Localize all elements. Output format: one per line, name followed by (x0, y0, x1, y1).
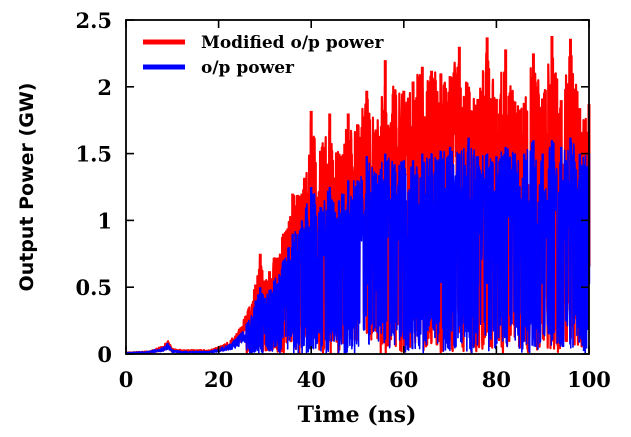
y-tick-label: 1.5 (75, 142, 112, 167)
x-tick-label: 40 (297, 367, 326, 392)
x-tick-label: 100 (567, 367, 611, 392)
legend-label-modified: Modified o/p power (201, 33, 385, 53)
x-tick-label: 0 (119, 367, 134, 392)
y-tick-label: 2 (97, 75, 112, 100)
legend-label-op-power: o/p power (201, 58, 295, 78)
y-tick-label: 2.5 (75, 8, 112, 33)
y-tick-label: 0.5 (75, 275, 112, 300)
y-tick-label: 1 (97, 208, 112, 233)
x-tick-label: 60 (389, 367, 418, 392)
x-tick-label: 80 (482, 367, 511, 392)
y-axis-title: Output Power (GW) (16, 83, 38, 292)
legend: Modified o/p power o/p power (143, 33, 385, 78)
ticks-layer: 0 20 40 60 80 100 0 0.5 1 1.5 2 2.5 (75, 8, 610, 392)
x-tick-label: 20 (204, 367, 233, 392)
x-axis-title: Time (ns) (298, 402, 417, 428)
y-tick-label: 0 (97, 342, 112, 367)
series-layer (125, 36, 591, 355)
plot-frame (125, 19, 590, 355)
